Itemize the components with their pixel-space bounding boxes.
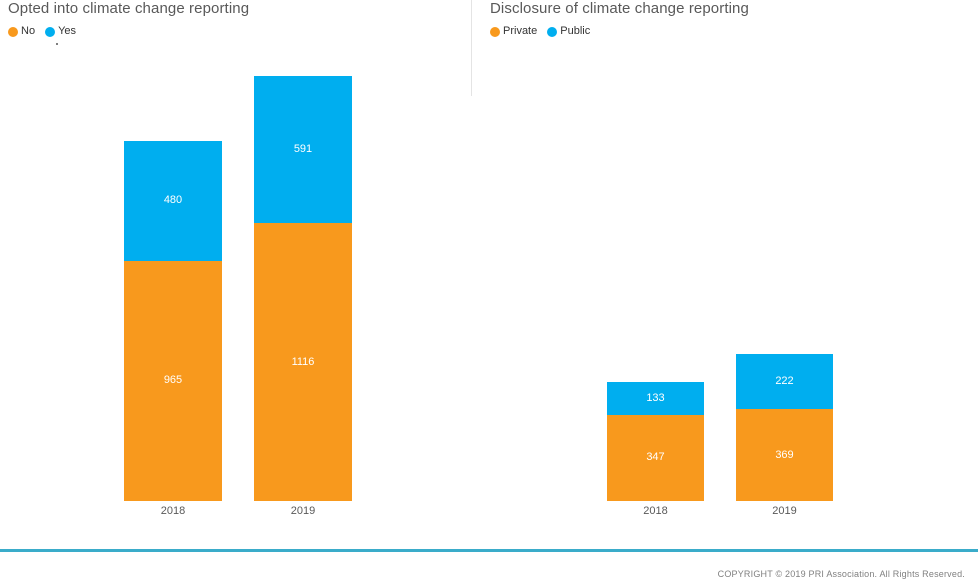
stray-dot-artifact [56,43,58,45]
legend-label: Private [503,25,538,37]
footer-rule [0,549,978,552]
legend-label: No [21,25,36,37]
legend-swatch-icon [45,26,56,37]
bar-segment-public-2018[interactable]: 133 [607,381,704,415]
copyright-text: COPYRIGHT © 2019 PRI Association. All Ri… [717,569,965,579]
legend-disclosure: Private Public [490,26,590,37]
bar-segment-yes-2019[interactable]: 591 [254,75,352,224]
x-axis-label-2018: 2018 [160,505,186,517]
legend-item-yes[interactable]: Yes [45,26,76,37]
panel-divider-line [471,0,472,96]
legend-item-private[interactable]: Private [490,26,537,37]
chart-title-disclosure: Disclosure of climate change reporting [490,0,749,17]
bar-segment-private-2018[interactable]: 347 [607,414,704,501]
bar-value-label: 1116 [291,355,315,368]
x-axis-label-2019: 2019 [290,505,316,517]
x-axis-label-2018: 2018 [643,505,668,517]
stacked-bar-2019: 591 1116 [254,75,352,501]
legend-opted-in: No Yes [8,26,76,37]
legend-label: Public [560,25,591,37]
bar-value-label: 133 [646,391,665,404]
stacked-bar-2018: 133 347 [607,381,704,501]
legend-item-no[interactable]: No [8,26,35,37]
legend-item-public[interactable]: Public [547,26,590,37]
stacked-bar-2019: 222 369 [736,353,833,501]
bar-segment-no-2018[interactable]: 965 [124,260,222,501]
bar-value-label: 591 [293,143,313,156]
legend-swatch-icon [547,26,558,37]
bar-segment-public-2019[interactable]: 222 [736,353,833,410]
bar-segment-no-2019[interactable]: 1116 [254,223,352,501]
bar-value-label: 369 [775,448,794,461]
bar-value-label: 480 [163,194,183,207]
legend-label: Yes [58,25,77,37]
chart-title-opted-in: Opted into climate change reporting [8,0,250,17]
legend-swatch-icon [8,26,18,37]
bar-value-label: 965 [163,374,183,387]
stacked-bar-2018: 480 965 [124,141,222,501]
bar-value-label: 222 [775,374,794,387]
legend-swatch-icon [490,26,500,37]
x-axis-label-2019: 2019 [772,505,797,517]
bar-segment-yes-2018[interactable]: 480 [124,141,222,261]
bar-value-label: 347 [646,451,665,464]
bar-segment-private-2019[interactable]: 369 [736,409,833,501]
